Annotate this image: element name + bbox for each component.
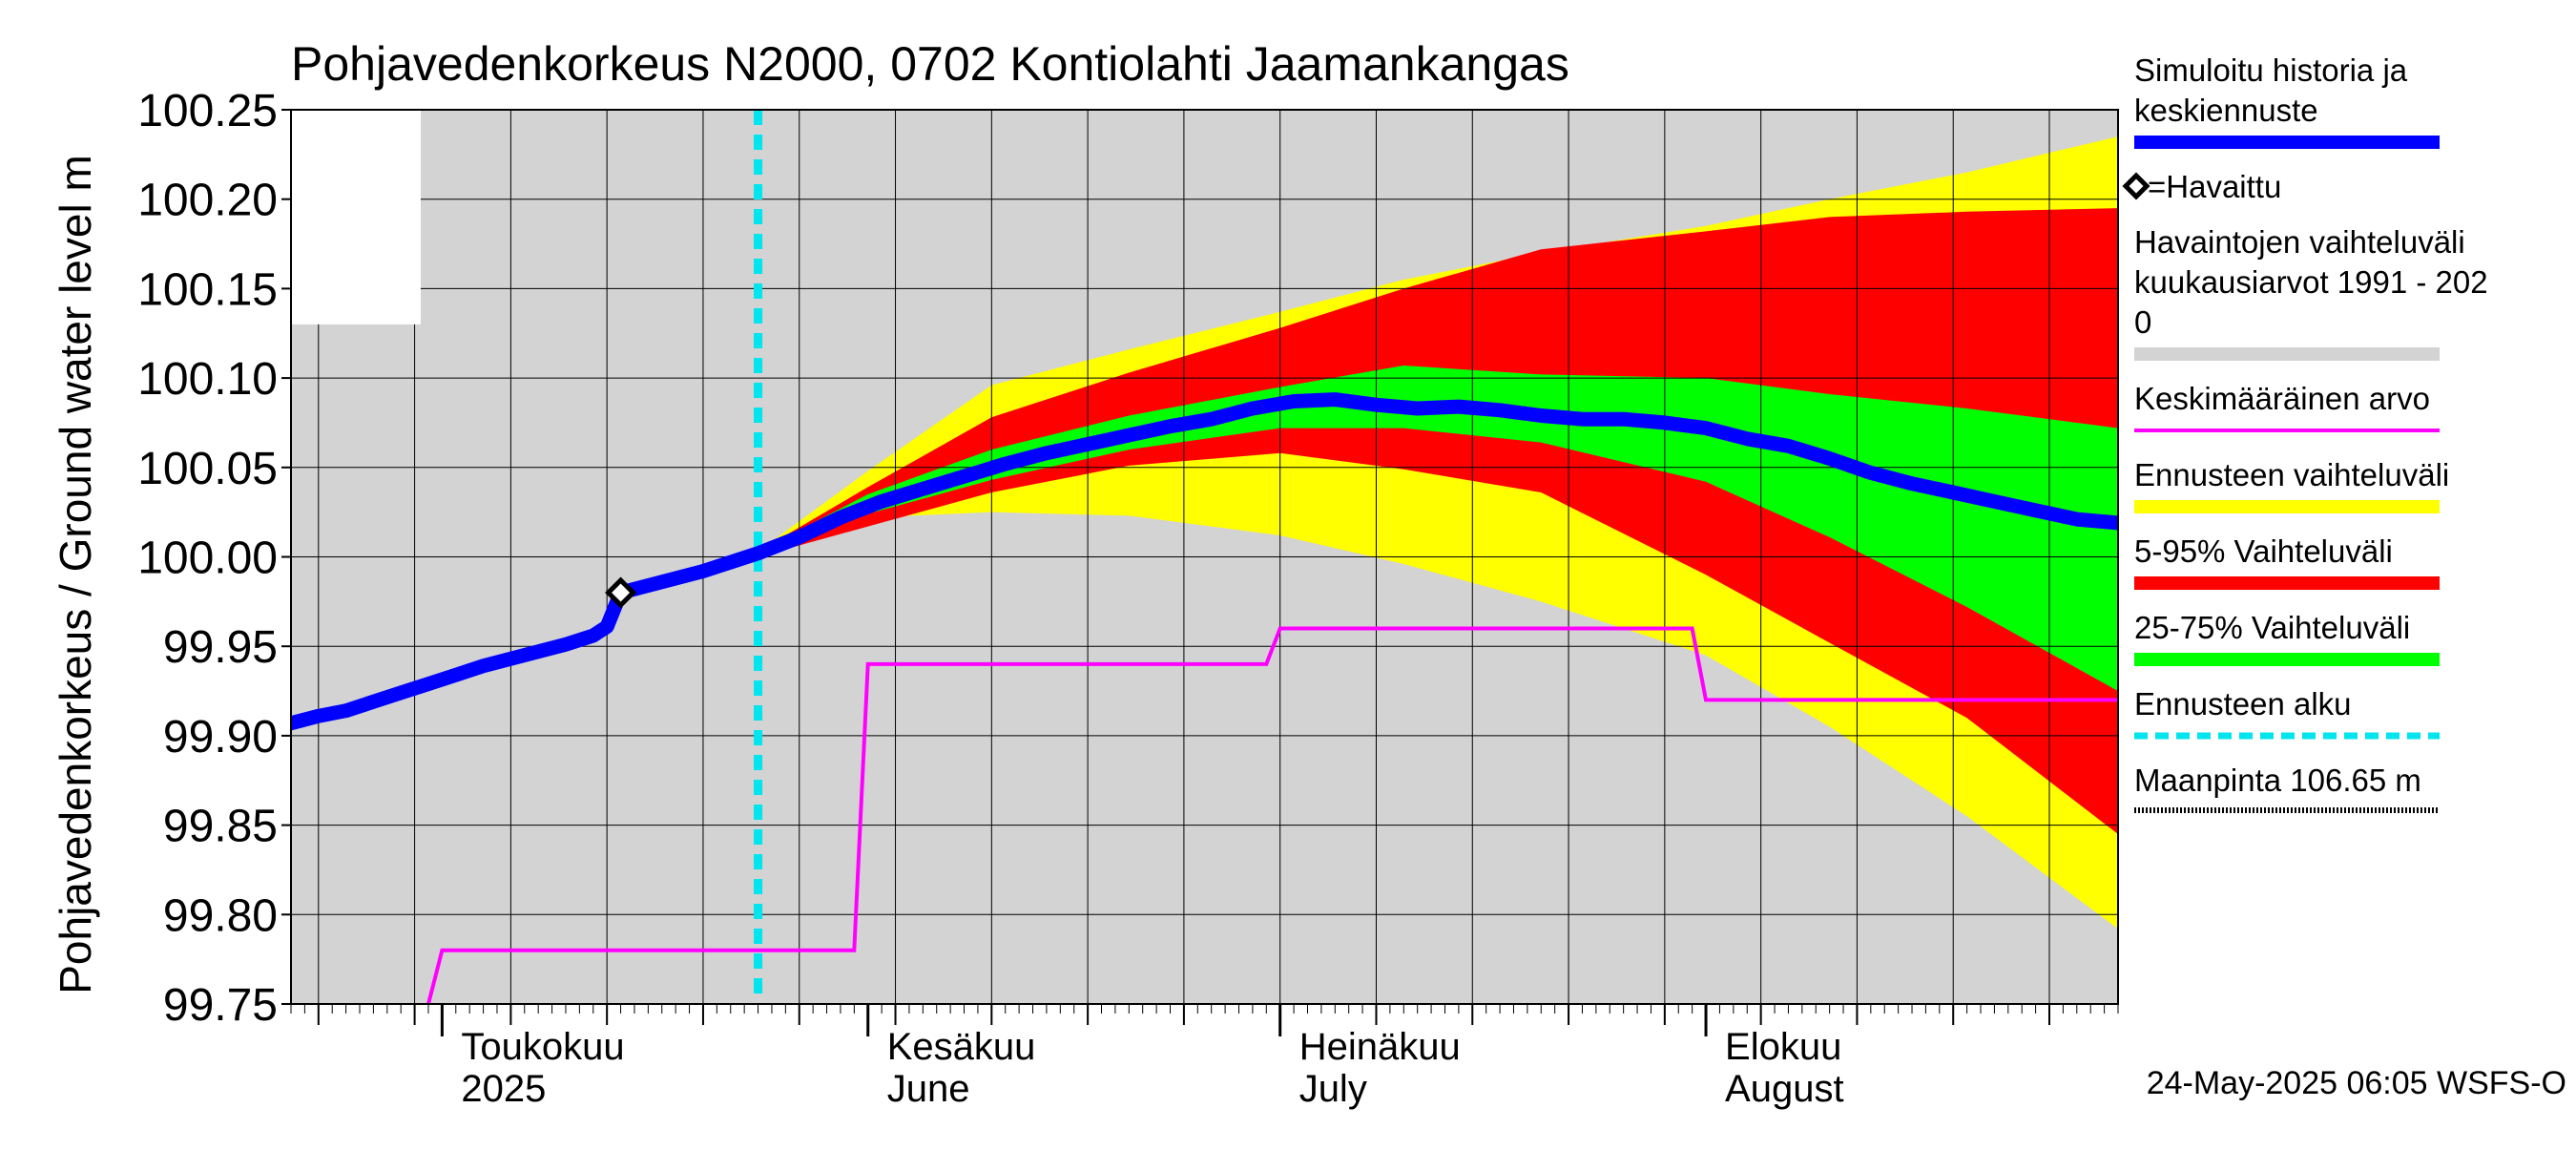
x-tick-label: Kesäkuu: [887, 1026, 1036, 1068]
observed-point: [605, 576, 637, 609]
legend-label: Ennusteen alku: [2134, 686, 2352, 721]
plot-area: 99.75 99.80 99.85 99.90 99.95 100.00 100.05 100…: [137, 86, 2119, 1110]
legend-label: Havaintojen vaihteluväli: [2134, 224, 2465, 260]
legend-label: 0: [2134, 304, 2151, 340]
legend-label: 5-95% Vaihteluväli: [2134, 533, 2393, 569]
y-tick-label: 100.20: [137, 176, 278, 226]
y-tick-label: 99.85: [163, 802, 278, 852]
y-tick-label: 99.90: [163, 712, 278, 763]
legend-swatch: [2134, 500, 2440, 513]
y-tick-label: 99.80: [163, 890, 278, 941]
y-tick-label: 100.10: [137, 354, 278, 405]
x-tick-label: Heinäkuu: [1299, 1026, 1461, 1068]
chart-title: Pohjavedenkorkeus N2000, 0702 Kontiolaht…: [291, 37, 1569, 91]
legend-label: Keskimääräinen arvo: [2134, 381, 2430, 416]
y-tick-label: 100.15: [137, 264, 278, 315]
legend-swatch: [2134, 653, 2440, 666]
x-tick-label: Toukokuu: [461, 1026, 624, 1068]
legend-swatch: [2134, 576, 2440, 590]
x-tick-label-sub: August: [1725, 1068, 1844, 1110]
x-tick-label-sub: July: [1299, 1068, 1367, 1110]
y-axis-label: Pohjavedenkorkeus / Ground water level m: [51, 155, 100, 994]
y-tick-label: 100.00: [137, 533, 278, 584]
y-tick-label: 99.95: [163, 622, 278, 673]
legend-label: =Havaittu: [2148, 169, 2281, 204]
legend-label: Simuloitu historia ja: [2134, 52, 2408, 88]
x-tick-label-sub: June: [887, 1068, 970, 1110]
legend-label: kuukausiarvot 1991 - 202: [2134, 264, 2488, 300]
legend-swatch: [2134, 136, 2440, 149]
x-tick-label-sub: 2025: [461, 1068, 546, 1110]
legend: Simuloitu historia ja keskiennuste =Havait…: [2122, 52, 2488, 813]
legend-label: 25-75% Vaihteluväli: [2134, 610, 2410, 645]
footer-timestamp: 24-May-2025 06:05 WSFS-O: [2147, 1065, 2566, 1101]
band-2: [758, 208, 2118, 835]
series-simulated-line: [291, 392, 2118, 731]
legend-label: keskiennuste: [2134, 93, 2318, 128]
x-tick-label: Elokuu: [1725, 1026, 1841, 1068]
legend-swatch: [2134, 347, 2440, 361]
y-tick-label: 99.75: [163, 980, 278, 1031]
legend-diamond-icon: [2122, 172, 2150, 200]
legend-label: Maanpinta 106.65 m: [2134, 763, 2421, 798]
legend-label: Ennusteen vaihteluväli: [2134, 457, 2449, 492]
series-mean-line: [426, 626, 2118, 1004]
y-tick-label: 100.25: [137, 86, 278, 136]
y-tick-label: 100.05: [137, 444, 278, 494]
corner-white-box: [291, 110, 421, 324]
